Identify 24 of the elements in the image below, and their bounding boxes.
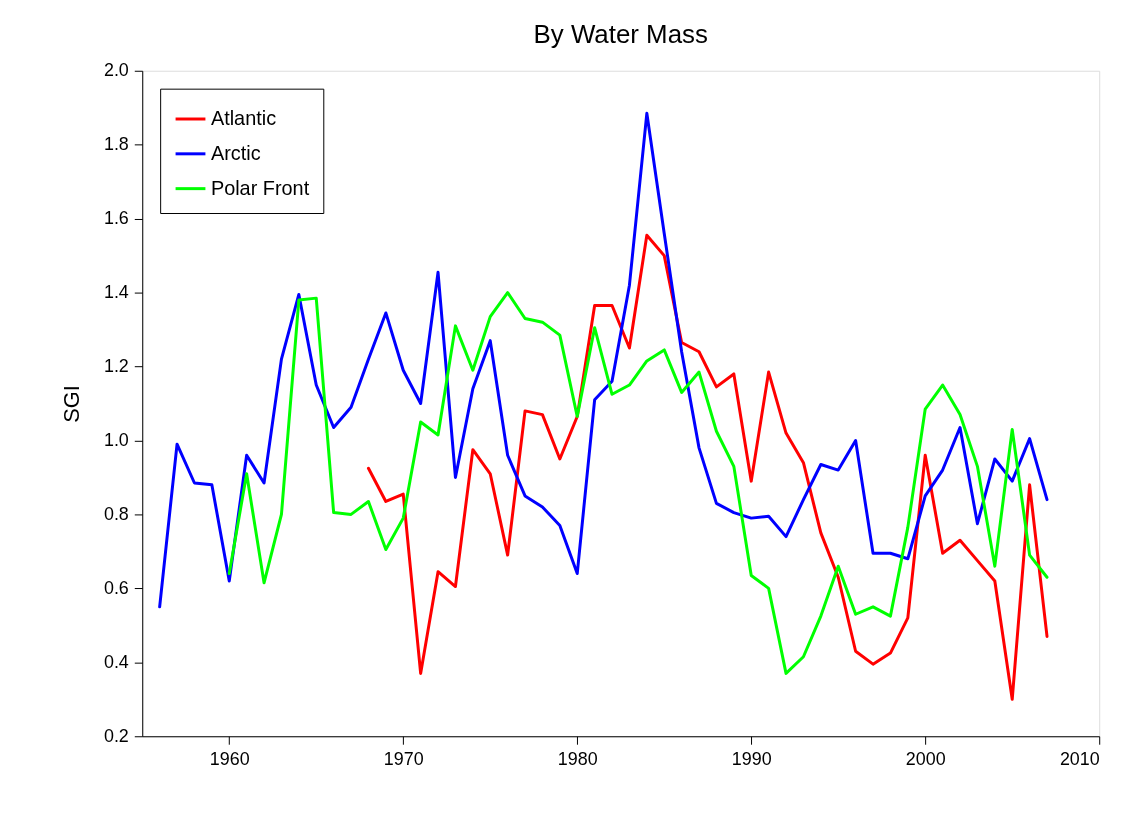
legend-label: Arctic (210, 141, 261, 164)
y-tick-label: 0.8 (103, 503, 129, 524)
y-tick-label: 1.4 (103, 282, 129, 303)
y-axis-title: SGI (59, 385, 85, 423)
line-series (227, 291, 1049, 675)
x-tick-label: 1990 (731, 748, 772, 769)
x-tick-label: 2000 (905, 748, 946, 769)
x-tick-label: 1970 (383, 748, 424, 769)
y-tick-label: 2.0 (103, 60, 129, 81)
chart-title: By Water Mass (533, 19, 708, 48)
x-tick-label: 2010 (1059, 748, 1100, 769)
x-tick-label: 1980 (557, 748, 598, 769)
y-tick-label: 1.2 (103, 356, 129, 377)
y-tick-label: 1.0 (103, 429, 129, 450)
line-series (366, 233, 1049, 701)
y-tick-label: 1.8 (103, 134, 129, 155)
legend-label: Atlantic (210, 106, 277, 129)
legend-label: Polar Front (210, 176, 310, 199)
y-tick-label: 0.4 (103, 651, 129, 672)
y-tick-label: 0.2 (103, 725, 129, 746)
y-tick-label: 1.6 (103, 208, 129, 229)
x-tick-label: 1960 (209, 748, 250, 769)
y-tick-label: 0.6 (103, 577, 129, 598)
line-series (158, 111, 1049, 609)
